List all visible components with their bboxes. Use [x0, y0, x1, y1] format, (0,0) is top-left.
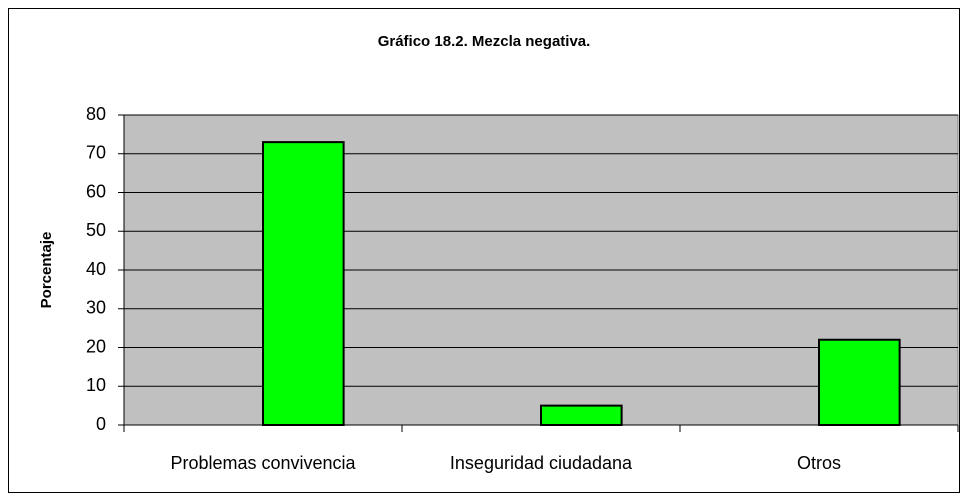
y-tick-label: 60 — [86, 181, 106, 201]
y-axis-label: Porcentaje — [38, 232, 55, 309]
y-tick-label: 30 — [86, 298, 106, 318]
y-tick-label: 10 — [86, 375, 106, 395]
y-tick-label: 20 — [86, 336, 106, 356]
x-tick-label: Otros — [797, 453, 841, 473]
bar — [262, 141, 345, 426]
y-tick-label: 40 — [86, 259, 106, 279]
y-tick-label: 0 — [96, 414, 106, 434]
x-tick-label: Problemas convivencia — [170, 453, 356, 473]
x-tick-label: Inseguridad ciudadana — [450, 453, 633, 473]
chart-title: Gráfico 18.2. Mezcla negativa. — [378, 33, 591, 50]
bar — [540, 404, 623, 426]
y-tick-label: 70 — [86, 143, 106, 163]
y-tick-label: 50 — [86, 220, 106, 240]
y-tick-label: 80 — [86, 104, 106, 124]
bar — [818, 338, 901, 426]
